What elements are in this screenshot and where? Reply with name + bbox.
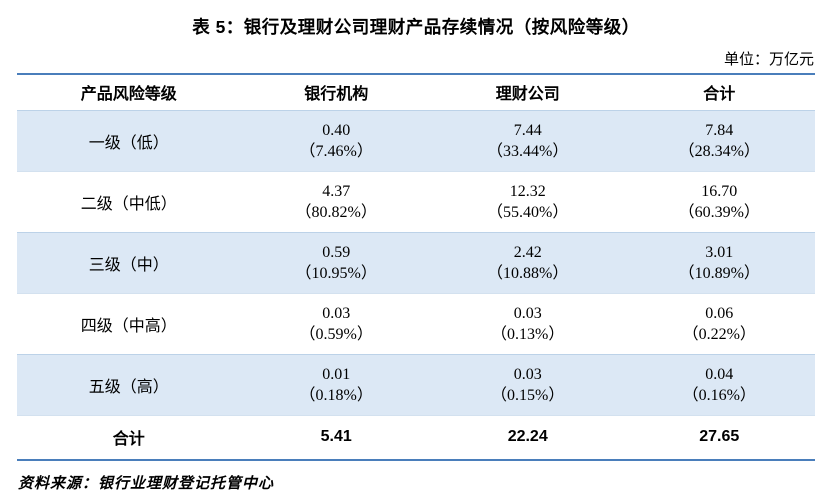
table-total-row: 合计 5.41 22.24 27.65: [17, 414, 815, 460]
cell-value: 0.03: [322, 304, 351, 322]
cell-total: 0.04 （0.16%）: [623, 353, 815, 415]
cell-percent: （10.89%）: [678, 264, 760, 282]
cell-percent: （0.15%）: [491, 386, 565, 404]
cell-wealth-company: 0.03 （0.15%）: [431, 353, 624, 415]
cell-value: 3.01: [705, 243, 734, 261]
total-overall: 27.65: [623, 414, 815, 460]
cell-percent: （0.13%）: [491, 325, 565, 343]
unit-label: 单位：万亿元: [723, 52, 814, 68]
table-row-level1: 一级（低） 0.40 （7.46%） 7.44 （33.44%） 7.84 （2…: [17, 109, 815, 171]
cell-percent: （10.88%）: [487, 264, 569, 282]
table-row-level2: 二级（中低） 4.37 （80.82%） 12.32 （55.40%） 16.7…: [17, 170, 815, 232]
cell-bank: 0.03 （0.59%）: [240, 292, 432, 354]
cell-value: 0.59: [322, 243, 351, 261]
table-row-level4: 四级（中高） 0.03 （0.59%） 0.03 （0.13%） 0.06 （0…: [17, 292, 815, 354]
cell-wealth-company: 7.44 （33.44%）: [431, 109, 624, 171]
col-header-wealth-company: 理财公司: [495, 86, 560, 104]
cell-wealth-company: 0.03 （0.13%）: [431, 292, 624, 354]
cell-percent: （60.39%）: [678, 203, 760, 221]
row-label: 三级（中）: [17, 231, 241, 293]
cell-percent: （33.44%）: [487, 142, 569, 160]
cell-percent: （0.22%）: [682, 325, 756, 343]
cell-value: 7.84: [705, 121, 734, 139]
row-label: 五级（高）: [17, 353, 241, 415]
cell-total: 16.70 （60.39%）: [623, 170, 815, 232]
cell-bank: 0.40 （7.46%）: [240, 109, 432, 171]
col-header-risk-level: 产品风险等级: [80, 86, 177, 104]
cell-percent: （10.95%）: [295, 264, 377, 282]
row-label: 二级（中低）: [17, 170, 241, 232]
cell-value: 0.01: [322, 365, 351, 383]
cell-total: 3.01 （10.89%）: [623, 231, 815, 293]
cell-percent: （0.16%）: [682, 386, 756, 404]
cell-percent: （55.40%）: [487, 203, 569, 221]
cell-value: 4.37: [322, 182, 351, 200]
cell-wealth-company: 12.32 （55.40%）: [431, 170, 624, 232]
cell-percent: （0.18%）: [299, 386, 373, 404]
row-label: 四级（中高）: [17, 292, 241, 354]
cell-value: 0.04: [705, 365, 734, 383]
cell-value: 16.70: [701, 182, 738, 200]
cell-value: 0.03: [513, 304, 542, 322]
cell-bank: 4.37 （80.82%）: [240, 170, 432, 232]
cell-total: 7.84 （28.34%）: [623, 109, 815, 171]
cell-value: 12.32: [509, 182, 546, 200]
total-label: 合计: [17, 414, 241, 460]
row-label: 一级（低）: [17, 109, 241, 171]
cell-bank: 0.59 （10.95%）: [240, 231, 432, 293]
risk-level-table: 产品风险等级 银行机构 理财公司 合计 一级（低） 0.40 （7.46%） 7…: [17, 73, 815, 461]
cell-bank: 0.01 （0.18%）: [240, 353, 432, 415]
source-note: 资料来源：银行业理财登记托管中心: [18, 476, 275, 492]
cell-total: 0.06 （0.22%）: [623, 292, 815, 354]
cell-value: 0.06: [705, 304, 734, 322]
table-header-row: 产品风险等级 银行机构 理财公司 合计: [17, 74, 815, 110]
total-bank: 5.41: [240, 414, 432, 460]
cell-value: 0.03: [513, 365, 542, 383]
col-header-total: 合计: [703, 86, 736, 104]
table-title: 表 5：银行及理财公司理财产品存续情况（按风险等级）: [192, 17, 640, 37]
total-wealth-company: 22.24: [431, 414, 624, 460]
cell-wealth-company: 2.42 （10.88%）: [431, 231, 624, 293]
cell-percent: （7.46%）: [299, 142, 373, 160]
cell-percent: （28.34%）: [678, 142, 760, 160]
table-row-level5: 五级（高） 0.01 （0.18%） 0.03 （0.15%） 0.04 （0.…: [17, 353, 815, 415]
cell-value: 7.44: [513, 121, 542, 139]
cell-percent: （0.59%）: [299, 325, 373, 343]
col-header-bank: 银行机构: [304, 86, 369, 104]
cell-value: 0.40: [322, 121, 351, 139]
cell-value: 2.42: [513, 243, 542, 261]
table-row-level3: 三级（中） 0.59 （10.95%） 2.42 （10.88%） 3.01 （…: [17, 231, 815, 293]
cell-percent: （80.82%）: [295, 203, 377, 221]
